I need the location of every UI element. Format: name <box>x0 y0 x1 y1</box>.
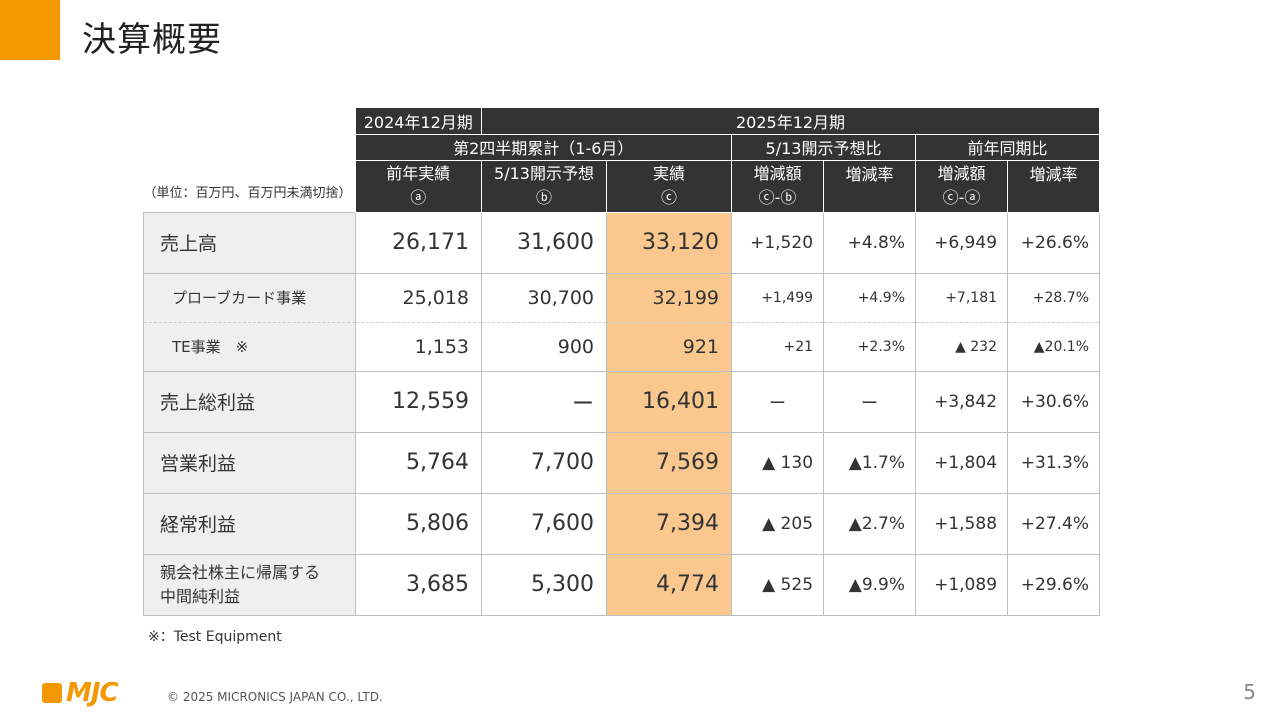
cell-actual: 32,199 <box>606 272 733 323</box>
row-label: 売上総利益 <box>142 370 357 433</box>
cell-actual: 33,120 <box>606 211 733 274</box>
cell-forecast: 900 <box>481 321 608 372</box>
cell-diff-forecast: ▲ 205 <box>731 492 825 555</box>
cell-forecast: 30,700 <box>481 272 608 323</box>
copyright: © 2025 MICRONICS JAPAN CO., LTD. <box>167 690 383 704</box>
cell-rate-forecast: +2.3% <box>823 321 917 372</box>
logo-mark-icon <box>42 683 62 703</box>
header-blank <box>144 108 356 134</box>
financial-summary-table: 2024年12月期 2025年12月期 第2四半期累計（1-6月） 5/13開示… <box>142 108 1101 616</box>
col-rate-forecast: 増減率 <box>823 160 917 213</box>
cell-diff-forecast: ▲ 130 <box>731 431 825 494</box>
cell-diff-prev: +7,181 <box>915 272 1009 323</box>
cell-prev: 5,806 <box>355 492 483 555</box>
col-forecast: 5/13開示予想 ⓑ <box>481 160 608 213</box>
cell-forecast: 7,700 <box>481 431 608 494</box>
cell-diff-prev: +3,842 <box>915 370 1009 433</box>
cell-prev: 26,171 <box>355 211 483 274</box>
cell-rate-forecast: ー <box>823 370 917 433</box>
cell-rate-prev: ▲20.1% <box>1007 321 1101 372</box>
cell-diff-forecast: ▲ 525 <box>731 553 825 616</box>
cell-prev: 25,018 <box>355 272 483 323</box>
footnote: ※：Test Equipment <box>148 629 282 645</box>
company-logo: MJC <box>42 678 119 708</box>
cell-rate-prev: +28.7% <box>1007 272 1101 323</box>
row-label: 売上高 <box>142 211 357 274</box>
header-vs-prev-year: 前年同期比 <box>915 134 1101 161</box>
cell-actual: 921 <box>606 321 733 372</box>
cell-diff-forecast: +21 <box>731 321 825 372</box>
cell-rate-prev: +27.4% <box>1007 492 1101 555</box>
cell-forecast: 7,600 <box>481 492 608 555</box>
cell-diff-prev: +1,804 <box>915 431 1009 494</box>
cell-actual: 7,394 <box>606 492 733 555</box>
row-label: プローブカード事業 <box>142 272 357 323</box>
table-row: プローブカード事業 25,018 30,700 32,199 +1,499 +4… <box>142 272 1101 323</box>
cell-forecast: ー <box>481 370 608 433</box>
table-row: 売上高 26,171 31,600 33,120 +1,520 +4.8% +6… <box>142 211 1101 274</box>
header-cumulative: 第2四半期累計（1-6月） <box>355 134 733 161</box>
page-number: 5 <box>1243 680 1256 704</box>
cell-prev: 12,559 <box>355 370 483 433</box>
row-label: 親会社株主に帰属する 中間純利益 <box>142 553 357 616</box>
cell-rate-prev: +29.6% <box>1007 553 1101 616</box>
cell-diff-prev: ▲ 232 <box>915 321 1009 372</box>
header-prev-period: 2024年12月期 <box>355 108 483 135</box>
header-vs-forecast: 5/13開示予想比 <box>731 134 917 161</box>
unit-note: （単位：百万円、百万円未満切捨） <box>143 185 352 201</box>
row-label: 営業利益 <box>142 431 357 494</box>
cell-forecast: 31,600 <box>481 211 608 274</box>
cell-rate-forecast: +4.8% <box>823 211 917 274</box>
table-row: TE事業 ※ 1,153 900 921 +21 +2.3% ▲ 232 ▲20… <box>142 321 1101 372</box>
cell-diff-forecast: +1,520 <box>731 211 825 274</box>
cell-actual: 16,401 <box>606 370 733 433</box>
page-title: 決算概要 <box>82 20 222 60</box>
cell-actual: 4,774 <box>606 553 733 616</box>
header-blank <box>144 134 356 160</box>
header-curr-period: 2025年12月期 <box>481 108 1101 135</box>
cell-rate-forecast: ▲1.7% <box>823 431 917 494</box>
cell-diff-prev: +6,949 <box>915 211 1009 274</box>
row-label: 経常利益 <box>142 492 357 555</box>
cell-prev: 1,153 <box>355 321 483 372</box>
table-row: 経常利益 5,806 7,600 7,394 ▲ 205 ▲2.7% +1,58… <box>142 492 1101 555</box>
table-row: 営業利益 5,764 7,700 7,569 ▲ 130 ▲1.7% +1,80… <box>142 431 1101 494</box>
cell-rate-prev: +30.6% <box>1007 370 1101 433</box>
col-prev-actual: 前年実績 ⓐ <box>355 160 483 213</box>
cell-rate-forecast: ▲2.7% <box>823 492 917 555</box>
cell-diff-forecast: +1,499 <box>731 272 825 323</box>
cell-prev: 5,764 <box>355 431 483 494</box>
logo-text: MJC <box>66 678 119 708</box>
col-actual: 実績 ⓒ <box>606 160 733 213</box>
cell-diff-forecast: ー <box>731 370 825 433</box>
table-row: 親会社株主に帰属する 中間純利益 3,685 5,300 4,774 ▲ 525 … <box>142 553 1101 616</box>
cell-rate-forecast: ▲9.9% <box>823 553 917 616</box>
cell-diff-prev: +1,588 <box>915 492 1009 555</box>
accent-block <box>0 0 60 60</box>
cell-diff-prev: +1,089 <box>915 553 1009 616</box>
col-diff-forecast: 増減額 ⓒ-ⓑ <box>731 160 825 213</box>
cell-rate-prev: +26.6% <box>1007 211 1101 274</box>
cell-rate-prev: +31.3% <box>1007 431 1101 494</box>
cell-prev: 3,685 <box>355 553 483 616</box>
cell-rate-forecast: +4.9% <box>823 272 917 323</box>
table-row: 売上総利益 12,559 ー 16,401 ー ー +3,842 +30.6% <box>142 370 1101 433</box>
cell-forecast: 5,300 <box>481 553 608 616</box>
col-diff-prev: 増減額 ⓒ-ⓐ <box>915 160 1009 213</box>
col-rate-prev: 増減率 <box>1007 160 1101 213</box>
cell-actual: 7,569 <box>606 431 733 494</box>
row-label: TE事業 ※ <box>142 321 357 372</box>
